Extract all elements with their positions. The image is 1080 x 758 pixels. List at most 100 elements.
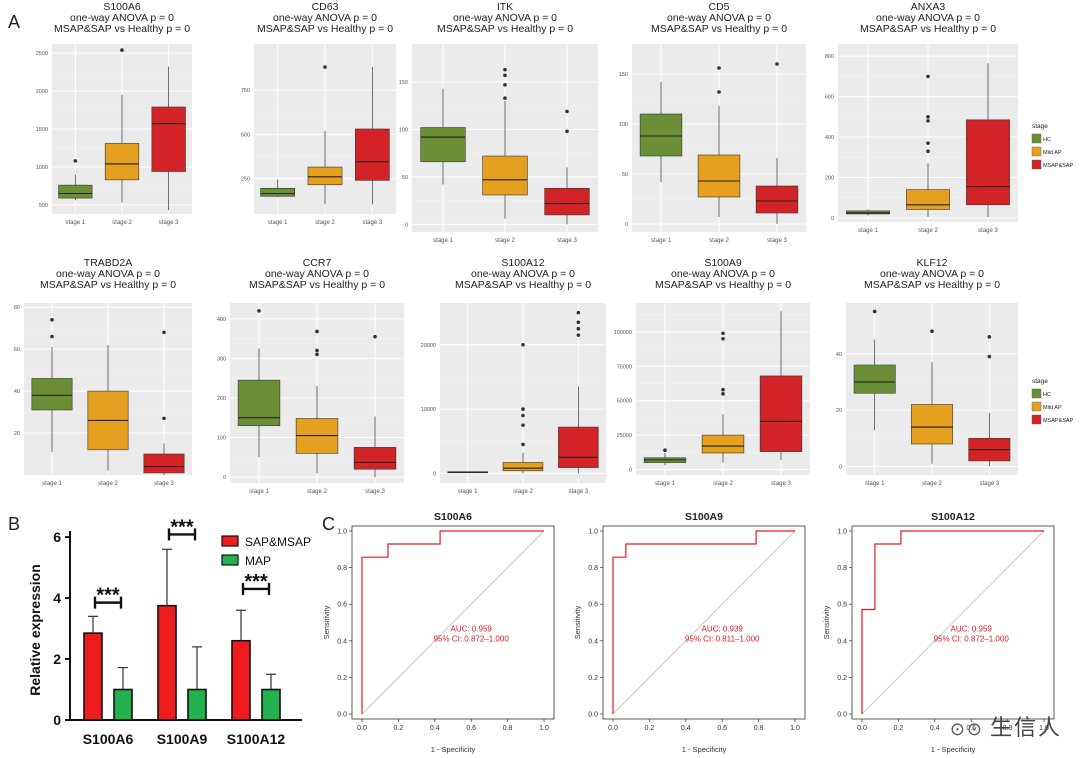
outlier-point — [576, 310, 581, 315]
box-stage-2 — [697, 66, 741, 217]
box-stage-3 — [354, 67, 390, 205]
x-tick-label: 0.4 — [681, 725, 691, 732]
box-stage-1 — [260, 179, 296, 198]
y-tick-label: 0.2 — [588, 675, 598, 682]
y-tick-label: 20000 — [421, 343, 436, 349]
x-tick-label: 0.6 — [966, 725, 976, 732]
legend-swatch — [1031, 414, 1042, 425]
y-tick-label: 80 — [14, 305, 20, 311]
watermark: ⊙⊙ 生信人 — [950, 710, 1062, 742]
x-tick-label: 1.0 — [539, 725, 549, 732]
chart-subtitle-anova: one-way ANOVA p = 0 — [265, 268, 369, 280]
outlier-point — [721, 331, 725, 336]
legend-title: stage — [1032, 123, 1048, 130]
chart-title: S100A9 — [704, 257, 742, 269]
outlier-point — [503, 67, 507, 72]
chart-title: CD63 — [312, 1, 339, 13]
box-stage-1 — [643, 448, 687, 466]
outlier-point — [576, 320, 581, 325]
outlier-point — [926, 115, 930, 119]
legend: stage HC Mild AP MSAP&SAP — [1031, 378, 1074, 425]
box-iqr — [260, 188, 296, 197]
chart-subtitle-compare: MSAP&SAP vs Healthy p = 0 — [864, 279, 1000, 291]
x-tick-label: stage 2 — [495, 238, 515, 244]
legend-title: stage — [1032, 378, 1048, 385]
y-tick-label: 0 — [831, 216, 834, 222]
chart-subtitle-compare: MSAP&SAP vs Healthy p = 0 — [655, 279, 791, 291]
y-tick-label: 75000 — [617, 364, 632, 370]
box-stage-1 — [237, 309, 281, 458]
box-iqr — [151, 106, 186, 172]
chart-subtitle-anova: one-way ANOVA p = 0 — [671, 268, 775, 280]
x-tick-label: stage 1 — [249, 489, 269, 495]
y-tick-label: 100 — [217, 436, 226, 442]
y-tick-label: 1.0 — [837, 529, 847, 536]
outlier-point — [315, 348, 319, 353]
box-stage-2 — [482, 67, 528, 219]
box-iqr — [354, 128, 390, 181]
box-iqr — [639, 113, 683, 157]
plot-border — [851, 525, 1055, 720]
x-tick-label: stage 1 — [651, 238, 671, 244]
legend-swatch — [221, 554, 239, 566]
legend-swatch — [1031, 401, 1042, 412]
chart-subtitle-compare: MSAP&SAP vs Healthy p = 0 — [455, 279, 591, 291]
legend-entry: Mild AP — [1043, 150, 1062, 156]
box-stage-3 — [353, 334, 397, 478]
outlier-point — [663, 448, 667, 453]
y-tick-label: 50 — [622, 172, 628, 178]
box-stage-3 — [968, 335, 1011, 467]
box-stage-2 — [701, 331, 745, 463]
plot-border — [351, 525, 555, 720]
box-stage-2 — [906, 74, 950, 217]
auc-label: AUC: 0.959 — [451, 625, 493, 634]
x-tick-label: 0.8 — [1003, 725, 1013, 732]
x-tick-label: stage 1 — [655, 481, 675, 487]
y-tick-label: 0 — [405, 222, 408, 228]
y-tick-label: 0.4 — [837, 638, 847, 645]
outlier-point — [521, 342, 525, 347]
roc-curve — [612, 530, 795, 714]
y-tick-label: 0 — [629, 467, 632, 473]
y-tick-label: 1.0 — [588, 529, 598, 536]
x-tick-label: stage 1 — [433, 238, 453, 244]
auc-label: AUC: 0.939 — [702, 625, 744, 634]
wechat-icon: ⊙⊙ — [949, 719, 984, 740]
y-axis-label: Sensitivity — [322, 605, 331, 639]
outlier-point — [565, 129, 569, 134]
y-tick-label: 150 — [619, 72, 628, 78]
legend-swatch — [1031, 146, 1042, 157]
y-tick-label: 60 — [14, 347, 20, 353]
box-iqr — [697, 154, 741, 198]
y-tick-label: 150 — [399, 80, 408, 86]
outlier-point — [872, 309, 877, 314]
chart-title: S100A12 — [501, 257, 544, 269]
x-tick-label: stage 2 — [709, 238, 729, 244]
bar-sapmsap-s100a9 — [157, 604, 177, 721]
box-iqr — [966, 119, 1010, 206]
x-tick-label: S100A9 — [157, 731, 208, 747]
chart-subtitle-compare: MSAP&SAP vs Healthy p = 0 — [860, 23, 996, 35]
outlier-point — [323, 65, 327, 69]
x-tick-label: 0.2 — [645, 725, 655, 732]
box-stage-2 — [295, 329, 339, 474]
y-tick-label: 100000 — [614, 330, 632, 336]
y-axis-label: Sensitivity — [822, 605, 831, 639]
outlier-point — [50, 334, 54, 339]
outlier-point — [257, 309, 261, 313]
outlier-point — [521, 407, 525, 411]
outlier-point — [521, 442, 525, 447]
chart-title: CCR7 — [303, 257, 332, 269]
y-axis-label: Sensitivity — [573, 605, 582, 639]
outlier-point — [315, 352, 319, 357]
box-stage-3 — [143, 330, 185, 475]
y-tick-label: 0.8 — [337, 565, 347, 572]
box-stage-1 — [420, 88, 466, 185]
bar-sapmsap-s100a12 — [231, 639, 251, 721]
x-tick-label: 0.0 — [608, 725, 618, 732]
x-tick-label: 1.0 — [790, 725, 800, 732]
box-stage-1 — [846, 209, 890, 216]
